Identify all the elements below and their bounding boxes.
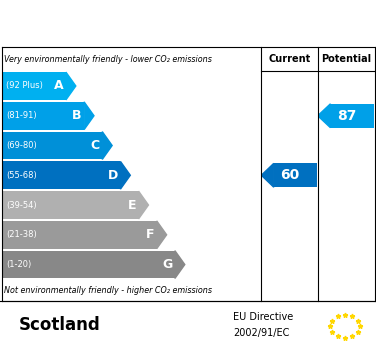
Bar — [2, 102, 84, 129]
Polygon shape — [318, 104, 331, 128]
Text: Environmental Impact (CO: Environmental Impact (CO — [0, 14, 187, 29]
Bar — [2, 221, 157, 249]
Text: D: D — [108, 169, 118, 182]
Bar — [274, 163, 317, 187]
Polygon shape — [157, 221, 167, 249]
Text: Not environmentally friendly - higher CO₂ emissions: Not environmentally friendly - higher CO… — [5, 286, 212, 295]
Polygon shape — [175, 251, 185, 278]
Bar — [2, 72, 66, 100]
Text: (69-80): (69-80) — [6, 141, 36, 150]
Text: 2002/91/EC: 2002/91/EC — [233, 328, 290, 338]
Text: (92 Plus): (92 Plus) — [6, 81, 42, 90]
Text: (39-54): (39-54) — [6, 200, 36, 209]
Text: G: G — [162, 258, 172, 271]
Text: (55-68): (55-68) — [6, 171, 36, 180]
Text: (1-20): (1-20) — [6, 260, 31, 269]
Text: Scotland: Scotland — [19, 316, 100, 333]
Bar — [2, 191, 139, 219]
Text: A: A — [54, 79, 64, 93]
Polygon shape — [84, 102, 94, 129]
Polygon shape — [66, 72, 76, 100]
Polygon shape — [102, 132, 112, 159]
Polygon shape — [139, 191, 149, 219]
Polygon shape — [261, 163, 274, 187]
Text: F: F — [146, 228, 154, 241]
Text: EU Directive: EU Directive — [233, 313, 293, 323]
Text: Current: Current — [268, 54, 311, 64]
Text: (81-91): (81-91) — [6, 111, 36, 120]
Text: E: E — [127, 198, 136, 212]
Bar — [331, 104, 374, 128]
Text: ) Rating: ) Rating — [199, 14, 267, 29]
Bar — [2, 251, 175, 278]
Text: 60: 60 — [280, 168, 299, 182]
Text: 2: 2 — [189, 24, 197, 34]
Bar — [2, 132, 102, 159]
Polygon shape — [120, 161, 130, 189]
Text: 87: 87 — [337, 109, 356, 123]
Text: Very environmentally friendly - lower CO₂ emissions: Very environmentally friendly - lower CO… — [5, 55, 212, 64]
Text: B: B — [72, 109, 82, 122]
Text: (21-38): (21-38) — [6, 230, 36, 239]
Text: Potential: Potential — [321, 54, 371, 64]
Text: C: C — [91, 139, 100, 152]
Bar — [2, 161, 120, 189]
